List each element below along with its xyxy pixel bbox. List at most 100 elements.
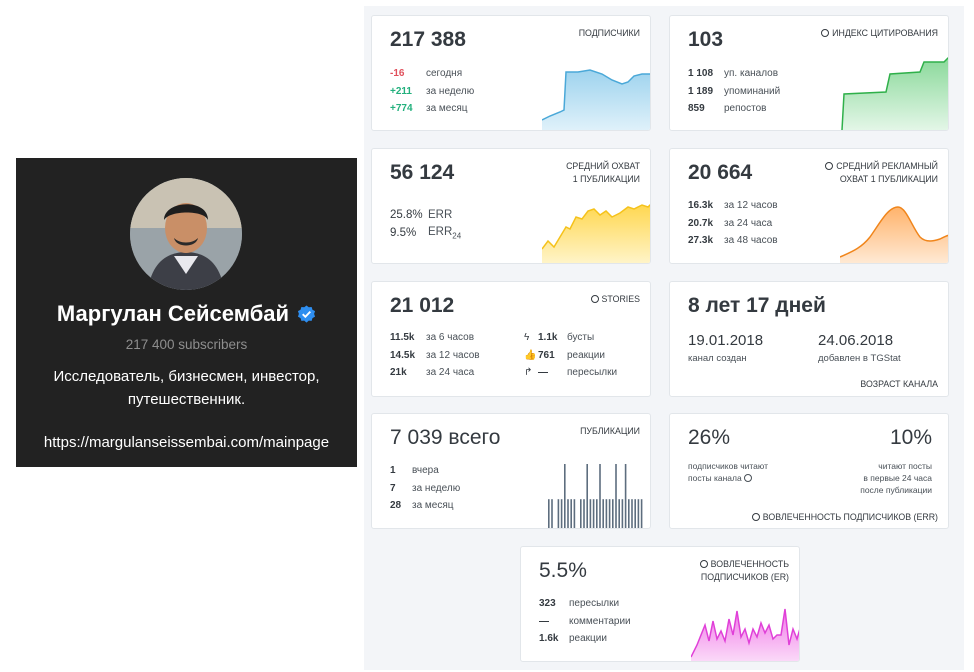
avatar[interactable] bbox=[130, 178, 242, 290]
posts-label: ПУБЛИКАЦИИ bbox=[580, 426, 640, 436]
subscribers-label: ПОДПИСЧИКИ bbox=[578, 28, 640, 38]
posts-bar bbox=[583, 499, 585, 528]
posts-bar bbox=[589, 499, 592, 528]
engagement-pct2-text: читают посты в первые 24 часа после публ… bbox=[860, 461, 932, 495]
added-block: 24.06.2018 добавлен в TGStat bbox=[818, 332, 901, 364]
posts-bar bbox=[580, 499, 582, 528]
ad-reach-sparkline bbox=[840, 206, 948, 263]
posts-card[interactable]: 7 039 всего ПУБЛИКАЦИИ 1 вчера 7 за неделю… bbox=[371, 413, 651, 529]
list-item: 14.5k за 12 часов bbox=[390, 349, 480, 361]
subscriber-count: 217 400 subscribers bbox=[125, 337, 248, 352]
list-item: 1 вчера bbox=[390, 465, 439, 477]
channel-name: Маргулан Сейсембай bbox=[56, 301, 290, 326]
verified-badge-icon bbox=[298, 304, 316, 323]
channel-profile-card: Маргулан Сейсембай 217 400 subscribers И… bbox=[16, 158, 357, 467]
lightning-icon: ϟ bbox=[524, 332, 530, 344]
engagement-pct1-text: подписчиков читают посты канала bbox=[688, 461, 768, 483]
stories-value: 21 012 bbox=[390, 294, 455, 317]
created-block: 19.01.2018 канал создан bbox=[688, 332, 763, 364]
channel-link[interactable]: https://margulanseissembai.com/mainpage bbox=[43, 434, 330, 451]
list-item: 21k за 24 часа bbox=[390, 367, 475, 379]
ad-reach-card[interactable]: 20 664 СРЕДНИЙ РЕКЛАМНЫЙ ОХВАТ 1 ПУБЛИКАЦ… bbox=[669, 148, 949, 264]
stories-card[interactable]: 21 012 STORIES 11.5k за 6 часов 14.5k за 1… bbox=[371, 281, 651, 397]
posts-bar bbox=[596, 499, 598, 528]
posts-bar bbox=[599, 464, 601, 528]
channel-age-value: 8 лет 17 дней bbox=[688, 294, 826, 317]
posts-bar bbox=[548, 499, 550, 528]
list-item: 28 за месяц bbox=[390, 500, 454, 512]
channel-title: Маргулан Сейсембай bbox=[16, 301, 357, 327]
posts-bar bbox=[605, 499, 608, 528]
list-item: 11.5k за 6 часов bbox=[390, 332, 475, 344]
posts-rows: 1 вчера 7 за неделю 28 за месяц bbox=[390, 462, 460, 515]
er-card[interactable]: 5.5% ВОВЛЕЧЕННОСТЬ ПОДПИСЧИКОВ (ER) 323 пе… bbox=[520, 546, 800, 662]
subscribers-value: 217 388 bbox=[390, 28, 466, 51]
channel-age-card[interactable]: 8 лет 17 дней 19.01.2018 канал создан 24… bbox=[669, 281, 949, 397]
posts-bar bbox=[631, 499, 633, 528]
list-item: 25.8% ERR bbox=[390, 209, 453, 221]
er-value: 5.5% bbox=[539, 559, 587, 582]
posts-bar bbox=[602, 499, 604, 528]
posts-bar bbox=[570, 499, 572, 528]
citation-label: ИНДЕКС ЦИТИРОВАНИЯ bbox=[821, 27, 938, 40]
posts-bar bbox=[564, 464, 566, 528]
posts-bar bbox=[573, 499, 576, 528]
citation-rows: 1 108 уп. каналов 1 189 упоминаний 859 репо… bbox=[688, 65, 780, 118]
list-item: +211 за неделю bbox=[390, 85, 475, 97]
posts-bar bbox=[612, 499, 614, 528]
thumbs-up-icon: 👍 bbox=[524, 349, 537, 361]
posts-bar bbox=[618, 499, 620, 528]
er-sparkline bbox=[691, 608, 799, 661]
list-item: 1.6k реакции bbox=[539, 633, 607, 645]
engagement-pct2: 10% bbox=[889, 426, 932, 449]
clock-icon bbox=[699, 560, 708, 568]
avg-reach-sparkline bbox=[542, 203, 650, 263]
clock-icon bbox=[590, 295, 599, 303]
subscribers-card[interactable]: 217 388 ПОДПИСЧИКИ -16 сегодня +211 за нед… bbox=[371, 15, 651, 131]
posts-value: 7 039 всего bbox=[390, 426, 501, 449]
channel-description: Исследователь, бизнесмен, инвестор, путе… bbox=[53, 368, 320, 408]
list-item: 323 пересылки bbox=[539, 598, 620, 610]
stories-rows-left: 11.5k за 6 часов 14.5k за 12 часов 21k за 2… bbox=[390, 329, 480, 382]
posts-bar bbox=[624, 464, 627, 528]
posts-bar bbox=[586, 464, 588, 528]
posts-bar bbox=[608, 499, 611, 528]
added-date: 24.06.2018 bbox=[818, 332, 894, 349]
citation-value: 103 bbox=[688, 28, 724, 51]
channel-age-label: ВОЗРАСТ КАНАЛА bbox=[860, 379, 938, 389]
avatar-photo bbox=[130, 178, 242, 290]
posts-bar bbox=[637, 499, 640, 528]
list-item: 16.3k за 12 часов bbox=[688, 200, 778, 212]
ad-reach-label: СРЕДНИЙ РЕКЛАМНЫЙ ОХВАТ 1 ПУБЛИКАЦИИ bbox=[825, 160, 938, 186]
engagement-card[interactable]: 26% подписчиков читают посты канала 10% … bbox=[669, 413, 949, 529]
list-item: 1 189 упоминаний bbox=[688, 85, 781, 97]
citation-card[interactable]: 103 ИНДЕКС ЦИТИРОВАНИЯ 1 108 уп. каналов … bbox=[669, 15, 949, 131]
posts-bar bbox=[634, 499, 636, 528]
posts-bar bbox=[560, 499, 563, 528]
posts-bar-chart bbox=[548, 464, 643, 528]
avg-reach-label: СРЕДНИЙ ОХВАТ 1 ПУБЛИКАЦИИ bbox=[566, 161, 640, 184]
created-date: 19.01.2018 bbox=[688, 332, 764, 349]
stats-panel: 217 388 ПОДПИСЧИКИ -16 сегодня +211 за нед… bbox=[364, 6, 964, 670]
ad-reach-value: 20 664 bbox=[688, 161, 753, 184]
list-item: — комментарии bbox=[539, 615, 631, 627]
list-item: 859 репостов bbox=[688, 103, 767, 115]
engagement-label: ВОВЛЕЧЕННОСТЬ ПОДПИСЧИКОВ (ERR) bbox=[751, 511, 938, 524]
avg-reach-value: 56 124 bbox=[390, 161, 455, 184]
clock-icon bbox=[821, 29, 830, 37]
list-item: 9.5% ERR24 bbox=[390, 225, 462, 241]
posts-bar bbox=[628, 499, 630, 528]
clock-icon bbox=[751, 513, 760, 521]
created-label: канал создан bbox=[688, 353, 747, 364]
subscribers-rows: -16 сегодня +211 за неделю +774 за месяц bbox=[390, 65, 474, 118]
list-item: -16 сегодня bbox=[390, 68, 463, 80]
er-label: ВОВЛЕЧЕННОСТЬ ПОДПИСЧИКОВ (ER) bbox=[699, 559, 789, 582]
posts-bar bbox=[615, 464, 617, 528]
posts-bar bbox=[557, 499, 560, 528]
list-item: ↱ — пересылки bbox=[524, 367, 618, 379]
posts-bar bbox=[640, 499, 643, 528]
avg-reach-card[interactable]: 56 124 СРЕДНИЙ ОХВАТ 1 ПУБЛИКАЦИИ 25.8% ER… bbox=[371, 148, 651, 264]
added-label: добавлен в TGStat bbox=[818, 353, 901, 364]
posts-bar bbox=[551, 499, 553, 528]
ad-reach-rows: 16.3k за 12 часов 20.7k за 24 часа 27.3k за… bbox=[688, 197, 778, 250]
